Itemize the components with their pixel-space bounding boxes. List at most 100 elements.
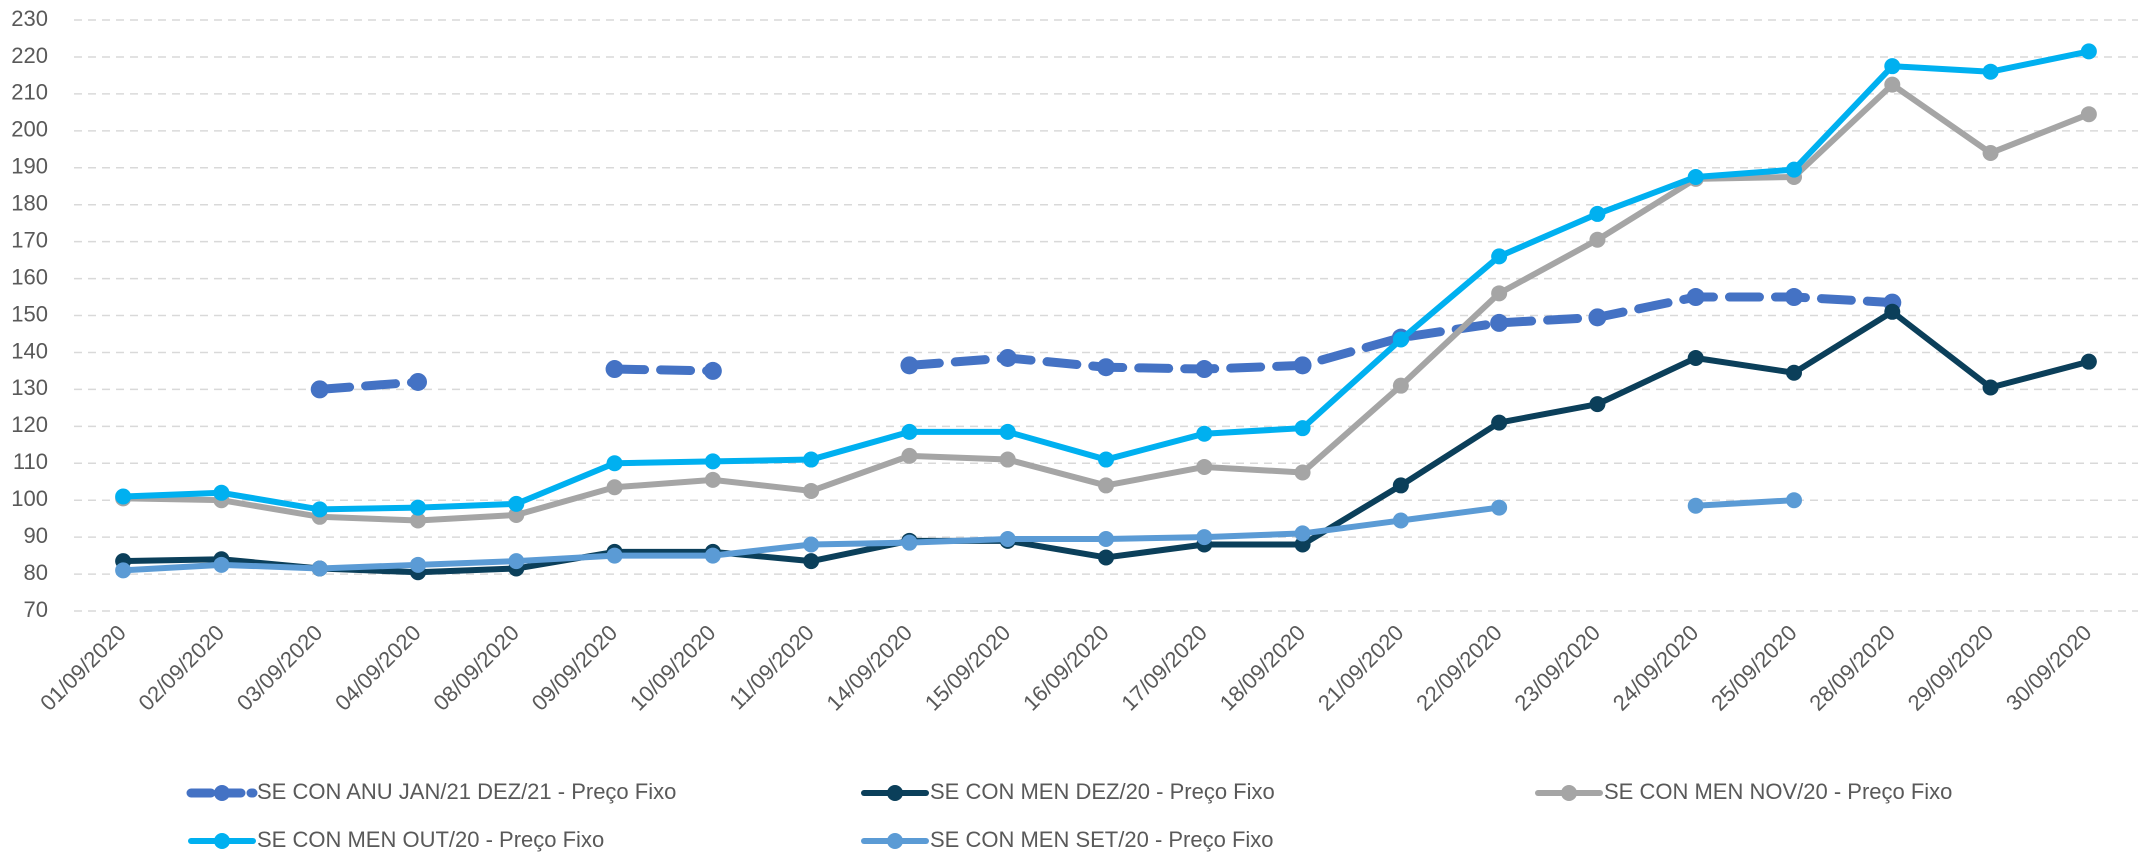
x-tick-label: 21/09/2020 [1313,620,1409,716]
legend-marker [887,833,903,849]
point [1294,420,1311,437]
point [1982,63,1999,80]
point [1491,248,1508,265]
legend-label: SE CON MEN OUT/20 - Preço Fixo [257,827,604,852]
point [1294,464,1311,481]
point [1294,525,1311,542]
point [606,455,623,472]
point [213,556,230,573]
y-tick-label: 230 [11,6,48,31]
point [999,451,1016,468]
point [311,560,328,577]
point [1293,356,1312,375]
legend-label: SE CON MEN SET/20 - Preço Fixo [930,827,1274,852]
point [1884,76,1901,93]
point [1982,379,1999,396]
point [508,553,525,570]
point [1196,529,1213,546]
point [1786,364,1802,381]
legend-marker [887,785,903,801]
point [1098,549,1114,566]
point [311,501,328,518]
series-line [315,292,1897,394]
point [606,479,623,496]
x-tick-label: 25/09/2020 [1706,620,1802,716]
x-tick-label: 15/09/2020 [920,620,1016,716]
legend-item: SE CON MEN SET/20 - Preço Fixo [861,827,1274,852]
point [1196,458,1213,475]
point [1588,308,1607,327]
point [999,530,1016,547]
point [508,495,525,512]
x-tick-label: 14/09/2020 [822,620,918,716]
y-tick-label: 80 [24,560,48,585]
point [1491,414,1508,431]
point [1098,477,1114,494]
point [1686,288,1705,307]
y-tick-label: 190 [11,154,48,179]
point [1098,451,1114,468]
x-tick-label: 23/09/2020 [1510,620,1606,716]
x-tick-label: 01/09/2020 [35,620,131,716]
point [310,380,329,399]
point [999,423,1016,440]
point [1884,303,1901,320]
x-tick-label: 29/09/2020 [1903,620,1999,716]
y-tick-label: 130 [11,375,48,400]
y-tick-label: 170 [11,227,48,252]
x-tick-label: 28/09/2020 [1804,620,1900,716]
point [703,361,722,380]
point [1884,58,1901,75]
y-tick-label: 210 [11,80,48,105]
y-tick-label: 220 [11,43,48,68]
point [1687,349,1704,366]
point [704,547,721,564]
y-tick-label: 120 [11,412,48,437]
y-tick-label: 160 [11,264,48,289]
x-tick-label: 18/09/2020 [1215,620,1311,716]
point [2080,353,2097,370]
legend-item: SE CON ANU JAN/21 DEZ/21 - Preço Fixo [186,779,676,804]
point [1589,205,1606,222]
legend-label: SE CON ANU JAN/21 DEZ/21 - Preço Fixo [257,779,676,804]
x-tick-label: 30/09/2020 [2001,620,2097,716]
legend-item: SE CON MEN NOV/20 - Preço Fixo [1535,779,1952,804]
point [1786,161,1802,178]
point [1687,497,1704,514]
x-tick-label: 24/09/2020 [1608,620,1704,716]
point [410,556,426,573]
point [1392,477,1409,494]
point [508,506,525,523]
legend-label: SE CON MEN NOV/20 - Preço Fixo [1604,779,1952,804]
point [803,536,820,553]
x-tick-label: 10/09/2020 [625,620,721,716]
legend-label: SE CON MEN DEZ/20 - Preço Fixo [930,779,1275,804]
point [605,360,624,379]
point [704,453,721,470]
point [1196,425,1213,442]
series-line [123,48,2090,513]
legend-marker [1561,785,1577,801]
point [213,484,230,501]
x-tick-label: 08/09/2020 [428,620,524,716]
legend-marker [214,785,230,801]
point [1589,396,1606,413]
point [803,553,820,570]
x-tick-label: 22/09/2020 [1411,620,1507,716]
legend-item: SE CON MEN OUT/20 - Preço Fixo [188,827,604,852]
y-tick-label: 110 [13,449,48,474]
point [901,447,918,464]
x-tick-label: 09/09/2020 [527,620,623,716]
legend-item: SE CON MEN DEZ/20 - Preço Fixo [861,779,1275,804]
point [115,562,132,579]
point [803,482,820,499]
point [900,356,919,375]
point [803,451,820,468]
point [1294,536,1311,553]
y-tick-label: 180 [11,191,48,216]
point [1491,499,1508,516]
point [1786,492,1802,509]
point [704,471,721,488]
point [1392,377,1409,394]
